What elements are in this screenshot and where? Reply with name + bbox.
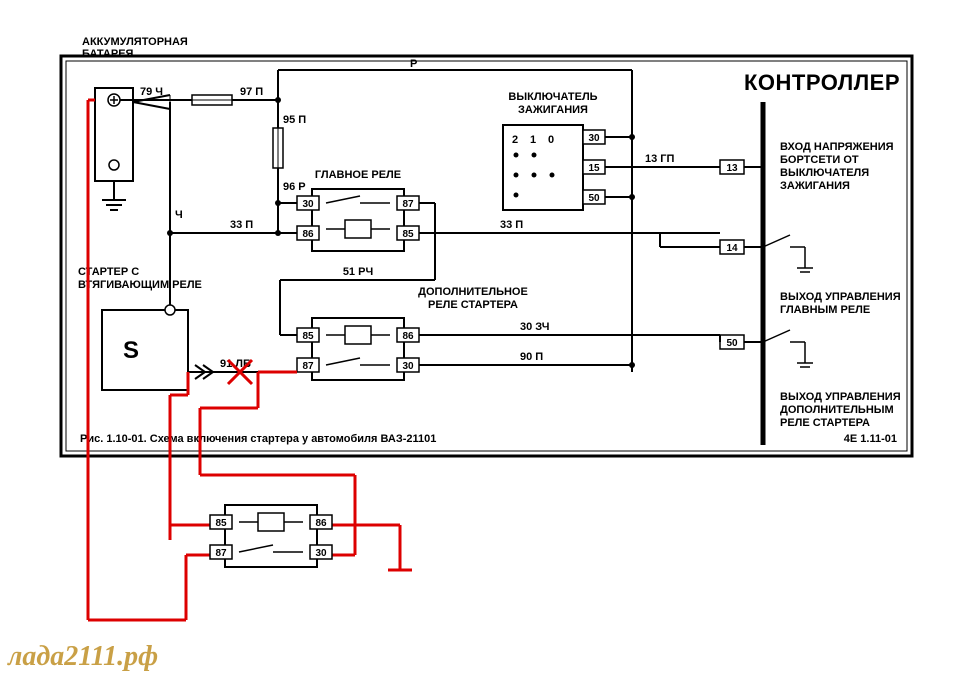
watermark: лада2111.рф <box>7 641 158 672</box>
svg-text:50: 50 <box>726 338 738 349</box>
figure-caption: Рис. 1.10-01. Схема включения стартера у… <box>80 433 436 445</box>
svg-text:50: 50 <box>588 193 600 204</box>
svg-text:30: 30 <box>588 133 600 144</box>
wire-13gp: 13 ГП <box>645 153 675 165</box>
ctrl-in-2: БОРТСЕТИ ОТ <box>780 154 859 166</box>
ctrl-in-3: ВЫКЛЮЧАТЕЛЯ <box>780 167 869 179</box>
ctrl-out-aux-3: РЕЛЕ СТАРТЕРА <box>780 417 870 429</box>
aux-relay-label-1: ДОПОЛНИТЕЛЬНОЕ <box>418 286 528 298</box>
main-relay: 30 86 87 85 <box>297 189 419 251</box>
aux-relay-label-2: РЕЛЕ СТАРТЕРА <box>428 299 518 311</box>
extra-relay: 85 87 86 30 <box>210 505 332 567</box>
wire-96r: 96 Р <box>283 181 306 193</box>
svg-text:87: 87 <box>402 199 414 210</box>
svg-text:13: 13 <box>726 163 738 174</box>
starter-symbol: S <box>123 337 139 364</box>
ctrl-in-4: ЗАЖИГАНИЯ <box>780 180 850 192</box>
aux-relay: 85 87 86 30 <box>297 318 419 380</box>
svg-text:30: 30 <box>315 548 327 559</box>
starter-label-2: ВТЯГИВАЮЩИМ РЕЛЕ <box>78 279 202 291</box>
wire-95p: 95 П <box>283 114 306 126</box>
ctrl-in-1: ВХОД НАПРЯЖЕНИЯ <box>780 141 894 153</box>
starter-box <box>102 310 188 390</box>
wire-97p: 97 П <box>240 86 263 98</box>
svg-text:2: 2 <box>512 134 518 146</box>
ctrl-out-main-1: ВЫХОД УПРАВЛЕНИЯ <box>780 291 901 303</box>
svg-text:86: 86 <box>302 229 314 240</box>
svg-text:15: 15 <box>588 163 600 174</box>
battery-label-1: АККУМУЛЯТОРНАЯ <box>82 36 188 48</box>
label-P: Р <box>410 58 417 70</box>
svg-text:30: 30 <box>302 199 314 210</box>
svg-text:86: 86 <box>315 518 327 529</box>
svg-text:85: 85 <box>215 518 227 529</box>
wire-30zch: 30 ЗЧ <box>520 321 550 333</box>
svg-text:85: 85 <box>402 229 414 240</box>
svg-text:1: 1 <box>530 134 536 146</box>
battery <box>95 88 133 210</box>
wire-33p-left: 33 П <box>230 219 253 231</box>
wire-51rch: 51 РЧ <box>343 266 373 278</box>
ignition-label-1: ВЫКЛЮЧАТЕЛЬ <box>508 91 597 103</box>
svg-text:87: 87 <box>215 548 227 559</box>
svg-text:0: 0 <box>548 134 554 146</box>
figure-code: 4Е 1.11-01 <box>844 433 897 445</box>
wiring-diagram: КОНТРОЛЛЕР АККУМУЛЯТОРНАЯ БАТАРЕЯ 79 Ч 9… <box>0 0 960 678</box>
svg-text:86: 86 <box>402 331 414 342</box>
battery-label-2: БАТАРЕЯ <box>82 48 134 60</box>
wire-90p: 90 П <box>520 351 543 363</box>
ctrl-out-aux-1: ВЫХОД УПРАВЛЕНИЯ <box>780 391 901 403</box>
wire-33p-right: 33 П <box>500 219 523 231</box>
svg-text:30: 30 <box>402 361 414 372</box>
ignition-switch: 2 1 0 30 15 50 <box>503 125 605 210</box>
main-relay-label: ГЛАВНОЕ РЕЛЕ <box>315 169 401 181</box>
svg-text:87: 87 <box>302 361 314 372</box>
controller-title: КОНТРОЛЛЕР <box>744 70 900 95</box>
starter-terminal <box>165 305 175 315</box>
ctrl-out-aux-2: ДОПОЛНИТЕЛЬНЫМ <box>780 404 894 416</box>
ignition-label-2: ЗАЖИГАНИЯ <box>518 104 588 116</box>
ctrl-out-main-2: ГЛАВНЫМ РЕЛЕ <box>780 304 870 316</box>
svg-text:14: 14 <box>726 243 738 254</box>
label-CH: Ч <box>175 209 183 221</box>
svg-text:85: 85 <box>302 331 314 342</box>
